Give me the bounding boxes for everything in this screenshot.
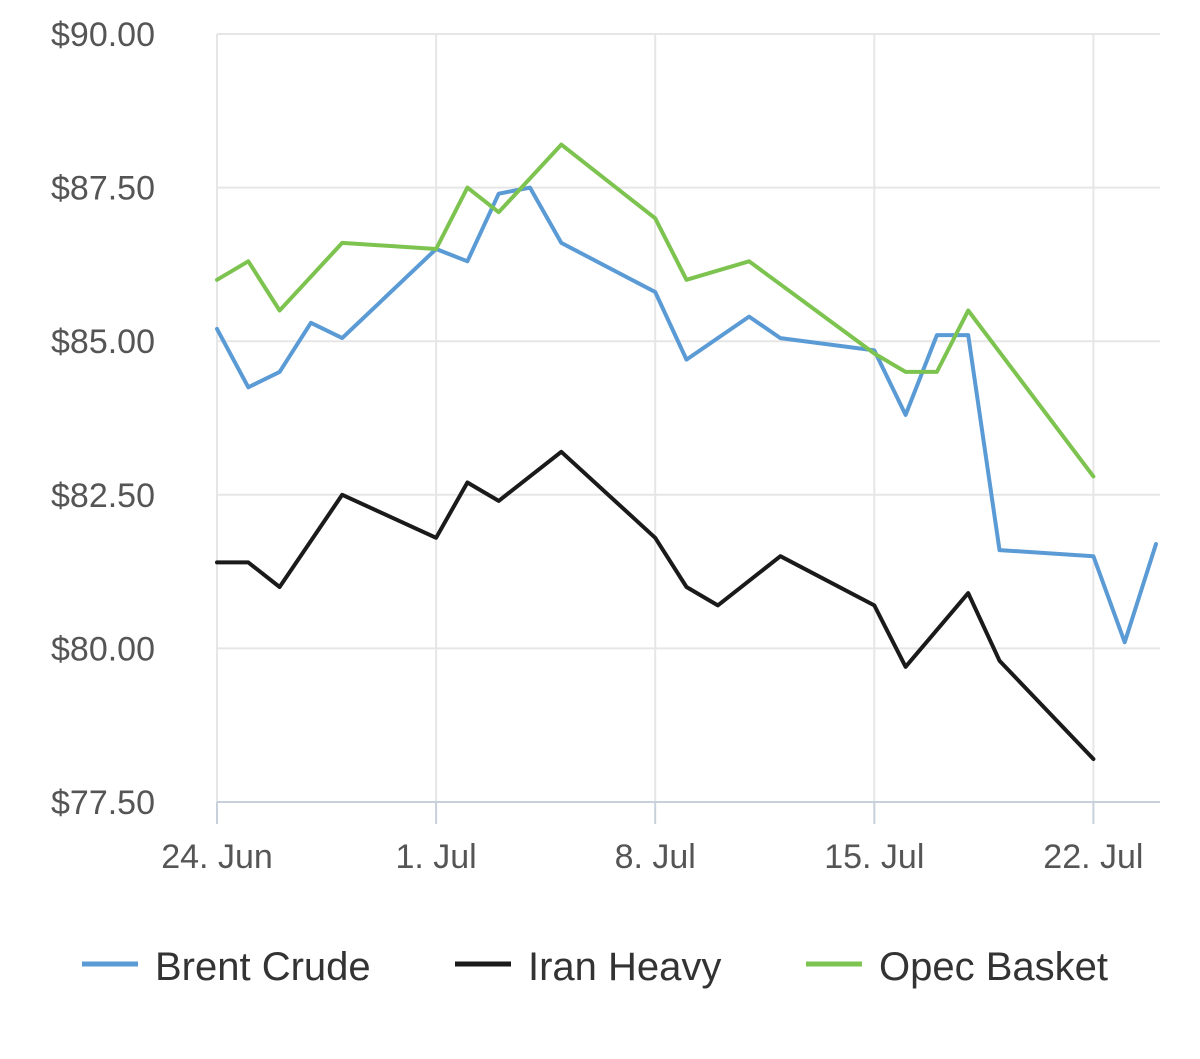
series-line-brent-crude — [215, 185, 1158, 645]
x-tick-label: 15. Jul — [824, 838, 924, 876]
legend-label: Brent Crude — [155, 945, 371, 989]
x-tick-label: 1. Jul — [395, 838, 476, 876]
legend-item-brent-crude[interactable]: Brent Crude — [82, 945, 371, 989]
x-tick-label: 24. Jun — [161, 838, 273, 876]
y-tick-label: $82.50 — [51, 477, 155, 515]
legend[interactable]: Brent Crude Iran Heavy Opec Basket — [82, 945, 1108, 989]
x-tick-label: 22. Jul — [1043, 838, 1143, 876]
y-tick-label: $77.50 — [51, 784, 155, 822]
series-line-iran-heavy — [215, 449, 1096, 761]
axes: $77.50 $80.00 $82.50 $85.00 $87.50 $90.00 24. … — [51, 16, 1160, 876]
grid-lines — [216, 33, 1160, 802]
legend-label: Iran Heavy — [528, 945, 721, 989]
legend-label: Opec Basket — [879, 945, 1108, 989]
y-tick-label: $87.50 — [51, 170, 155, 208]
y-tick-label: $85.00 — [51, 323, 155, 361]
x-tick-label: 8. Jul — [615, 838, 696, 876]
legend-item-iran-heavy[interactable]: Iran Heavy — [455, 945, 721, 989]
series-line-opec-basket — [215, 142, 1096, 479]
y-tick-label: $80.00 — [51, 630, 155, 668]
y-tick-label: $90.00 — [51, 16, 155, 54]
legend-item-opec-basket[interactable]: Opec Basket — [806, 945, 1108, 989]
series-lines — [215, 142, 1158, 761]
